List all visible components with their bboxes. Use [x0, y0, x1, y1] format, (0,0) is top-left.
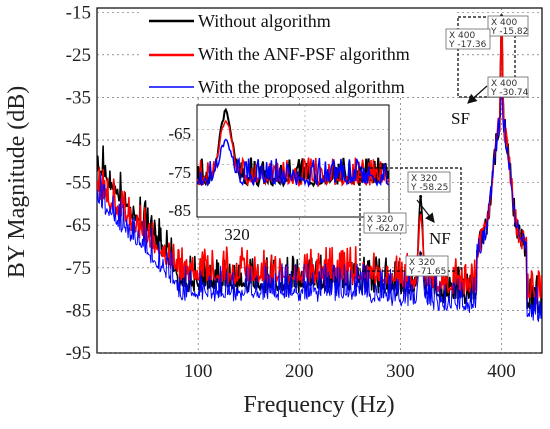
legend-label-anf: With the ANF-PSF algorithm	[198, 44, 410, 64]
x-tick-label: 100	[184, 361, 213, 382]
nf-zoom-box	[359, 167, 462, 272]
svg-text:Y -17.36: Y -17.36	[448, 40, 487, 50]
datatip: X 320 Y -58.25	[407, 171, 451, 193]
svg-text:X 320: X 320	[367, 215, 393, 225]
y-tick-label: -95	[66, 343, 91, 364]
inset-series-line-2	[197, 138, 389, 189]
inset-ytick-3: -85	[168, 201, 191, 220]
inset-xtick: 320	[224, 225, 250, 244]
x-tick-label: 200	[285, 361, 314, 382]
svg-text:X 400: X 400	[491, 79, 517, 89]
inset-zoom: -65 -75 -85 320	[168, 104, 390, 244]
datatip: X 400 Y -15.82	[487, 15, 529, 37]
y-tick-label: -65	[66, 215, 91, 236]
y-tick-label: -15	[66, 2, 91, 23]
legend-label-proposed: With the proposed algorithm	[198, 77, 405, 97]
svg-text:Y -58.25: Y -58.25	[410, 183, 448, 193]
datatip: X 400 Y -17.36	[445, 28, 491, 50]
datatip-marker	[419, 211, 423, 215]
datatip: X 320 Y -71.65	[405, 255, 449, 277]
x-tick-label: 300	[386, 361, 415, 382]
nf-label: NF	[429, 229, 451, 248]
datatip: X 400 Y -30.74	[487, 76, 529, 98]
svg-text:Y -15.82: Y -15.82	[490, 27, 528, 37]
inset-ytick-1: -65	[168, 124, 191, 143]
x-axis-ticks: 100 200 300 400	[184, 361, 516, 382]
y-tick-label: -45	[66, 130, 91, 151]
svg-text:X 320: X 320	[409, 258, 435, 268]
datatip-marker	[419, 252, 423, 256]
y-tick-label: -85	[66, 300, 91, 321]
sf-label: SF	[451, 109, 470, 128]
y-tick-label: -25	[66, 45, 91, 66]
sf-arrow	[467, 85, 488, 104]
datatip-marker	[419, 194, 423, 198]
inset-ytick-2: -75	[168, 163, 191, 182]
y-tick-label: -35	[66, 87, 91, 108]
datatip: X 320 Y -62.07	[363, 212, 407, 234]
y-tick-label: -75	[66, 258, 91, 279]
svg-text:Y -30.74: Y -30.74	[490, 88, 529, 98]
svg-text:X 400: X 400	[491, 18, 517, 28]
nf-arrow	[416, 199, 435, 223]
y-axis-title: BY Magnitude (dB)	[4, 86, 30, 278]
svg-text:X 400: X 400	[449, 31, 475, 41]
svg-text:Y -62.07: Y -62.07	[366, 224, 404, 234]
svg-text:Y -71.65: Y -71.65	[408, 267, 446, 277]
legend-label-without: Without algorithm	[198, 11, 331, 31]
y-tick-label: -55	[66, 173, 91, 194]
inset-series-line-1	[197, 119, 389, 188]
x-axis-title: Frequency (Hz)	[243, 392, 394, 418]
x-tick-label: 400	[487, 361, 516, 382]
y-axis-ticks: -15 -25 -35 -45 -55 -65 -75 -85 -95	[66, 2, 91, 364]
sf-zoom-box	[457, 16, 516, 98]
svg-text:X 320: X 320	[411, 174, 437, 184]
series-line-2	[97, 84, 542, 322]
legend: Without algorithm With the ANF-PSF algor…	[141, 9, 457, 97]
